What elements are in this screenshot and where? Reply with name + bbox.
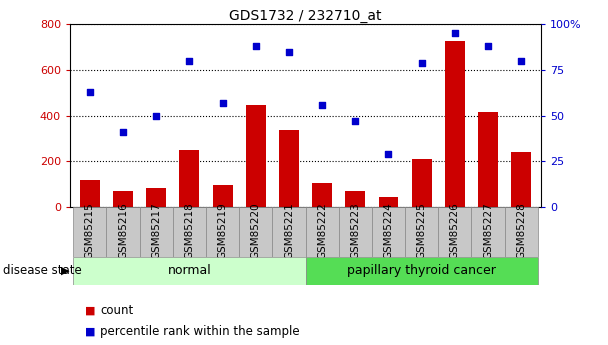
Point [218, 100, 227, 106]
Text: normal: normal [168, 264, 211, 277]
Point [483, 43, 493, 49]
Point [251, 43, 261, 49]
Text: GSM85225: GSM85225 [416, 203, 427, 259]
Bar [438, 207, 471, 257]
Text: GSM85226: GSM85226 [450, 203, 460, 259]
Text: disease state: disease state [3, 264, 82, 277]
Point [317, 102, 327, 107]
Point [151, 113, 161, 118]
Point [350, 118, 360, 124]
Text: ▶: ▶ [61, 266, 70, 276]
Text: GSM85218: GSM85218 [184, 203, 195, 259]
Point [450, 31, 460, 36]
Text: GSM85224: GSM85224 [384, 203, 393, 259]
Bar [345, 191, 365, 207]
Bar [379, 197, 398, 207]
Bar [312, 183, 332, 207]
Text: count: count [100, 304, 134, 317]
Bar [73, 207, 106, 257]
Bar [239, 207, 272, 257]
Title: GDS1732 / 232710_at: GDS1732 / 232710_at [229, 9, 382, 23]
Bar [80, 179, 100, 207]
Text: GSM85217: GSM85217 [151, 203, 161, 259]
Text: GSM85219: GSM85219 [218, 203, 227, 259]
Text: ■: ■ [85, 326, 95, 336]
Bar [478, 112, 498, 207]
Bar [445, 41, 465, 207]
Point [516, 58, 526, 63]
Text: GSM85222: GSM85222 [317, 203, 327, 259]
Bar [113, 191, 133, 207]
Bar [511, 152, 531, 207]
Bar [246, 105, 266, 207]
Bar [272, 207, 305, 257]
Text: ■: ■ [85, 306, 95, 315]
Bar [73, 257, 305, 285]
Text: GSM85227: GSM85227 [483, 203, 493, 259]
Text: GSM85216: GSM85216 [118, 203, 128, 259]
Bar [279, 130, 299, 207]
Bar [179, 150, 199, 207]
Text: percentile rank within the sample: percentile rank within the sample [100, 325, 300, 338]
Text: GSM85228: GSM85228 [516, 203, 526, 259]
Bar [206, 207, 239, 257]
Bar [339, 207, 372, 257]
Point [85, 89, 95, 95]
Text: papillary thyroid cancer: papillary thyroid cancer [347, 264, 496, 277]
Text: GSM85220: GSM85220 [250, 203, 261, 259]
Bar [505, 207, 538, 257]
Bar [305, 207, 339, 257]
Point [284, 49, 294, 54]
Point [118, 129, 128, 135]
Bar [140, 207, 173, 257]
Point [184, 58, 194, 63]
Point [417, 60, 427, 65]
Text: GSM85223: GSM85223 [350, 203, 361, 259]
Text: GSM85221: GSM85221 [284, 203, 294, 259]
Text: GSM85215: GSM85215 [85, 203, 95, 259]
Bar [372, 207, 405, 257]
Bar [412, 159, 432, 207]
Bar [147, 188, 166, 207]
Bar [213, 185, 232, 207]
Bar [471, 207, 505, 257]
Bar [405, 207, 438, 257]
Bar [173, 207, 206, 257]
Point [384, 151, 393, 157]
Bar [305, 257, 538, 285]
Bar [106, 207, 140, 257]
